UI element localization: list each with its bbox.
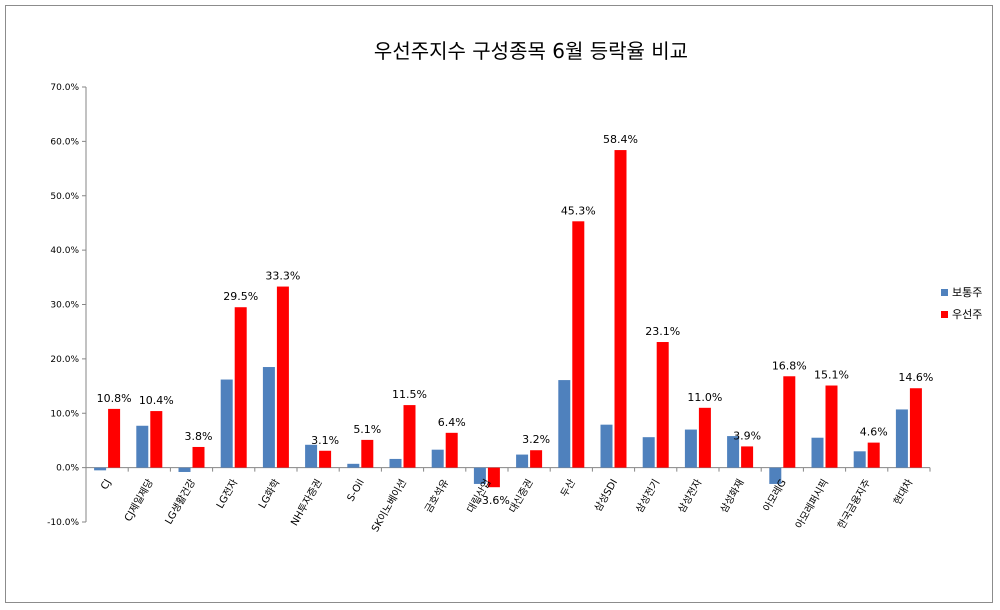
data-label: -3.6% xyxy=(478,494,510,507)
x-tick-label: 한국금융지주 xyxy=(835,477,873,531)
chart-bars xyxy=(94,150,922,488)
bar-common xyxy=(769,467,782,484)
data-label: 3.2% xyxy=(522,433,550,446)
data-labels: 10.8% 10.4% 3.8% 29.5% 33.3% 3.1% 5.1% 11.5% 6.4… xyxy=(97,133,934,507)
x-tick-label: 삼성전기 xyxy=(633,477,662,515)
legend-label: 우선주 xyxy=(952,308,982,321)
data-label: 45.3% xyxy=(561,204,596,217)
data-label: 10.8% xyxy=(97,392,132,405)
bar-common xyxy=(811,437,824,468)
bar-common xyxy=(600,424,613,468)
bar-preferred xyxy=(234,307,247,468)
x-tick-label: CJ제일제당 xyxy=(122,477,156,523)
y-tick-labels: -10.0% 0.0% 10.0% 20.0% 30.0% 40.0% 50.0% 60.0%… xyxy=(47,83,79,528)
data-label: 14.6% xyxy=(898,371,933,384)
data-label: 29.5% xyxy=(223,290,258,303)
bar-preferred xyxy=(741,446,754,468)
data-label: 58.4% xyxy=(603,133,638,146)
x-tick-label: 삼성화재 xyxy=(718,477,747,515)
bar-preferred xyxy=(783,376,796,468)
bar-common xyxy=(853,451,866,468)
y-tick-label: 50.0% xyxy=(50,192,79,202)
bar-preferred xyxy=(150,411,163,468)
data-label: 3.8% xyxy=(185,430,213,443)
bar-common xyxy=(431,449,444,468)
bar-common xyxy=(389,458,402,468)
bar-preferred xyxy=(445,432,458,468)
bar-preferred xyxy=(530,450,543,468)
legend-swatch xyxy=(941,311,948,318)
x-tick-label: CJ xyxy=(99,478,113,492)
chart-title: 우선주지수 구성종목 6월 등락율 비교 xyxy=(374,39,688,63)
bar-preferred xyxy=(572,221,585,468)
legend-swatch xyxy=(941,289,948,296)
data-label: 33.3% xyxy=(265,270,300,283)
data-label: 5.1% xyxy=(353,423,381,436)
x-tick-label: S-Oil xyxy=(346,478,367,504)
data-label: 4.6% xyxy=(860,426,888,439)
x-tick-label: 대신증권 xyxy=(507,477,536,515)
bar-preferred xyxy=(192,446,205,468)
bar-common xyxy=(305,444,318,468)
bar-common xyxy=(684,429,697,468)
bar-common xyxy=(178,467,191,472)
bar-preferred xyxy=(698,407,711,468)
x-tick-label: LG화학 xyxy=(256,477,282,510)
bar-preferred xyxy=(276,286,289,468)
bar-common xyxy=(347,463,360,468)
y-tick-label: 0.0% xyxy=(56,464,79,474)
x-tick-label: SK이노베이션 xyxy=(369,477,409,534)
bar-preferred xyxy=(909,388,922,468)
bar-preferred xyxy=(656,342,669,468)
bar-common xyxy=(727,436,740,468)
data-label: 3.1% xyxy=(311,434,339,447)
chart-frame: 우선주지수 구성종목 6월 등락율 비교 10.8% 10.4% 3.8% 29.5%… xyxy=(5,5,993,603)
data-label: 15.1% xyxy=(814,369,849,382)
bar-common xyxy=(94,467,107,471)
data-label: 10.4% xyxy=(139,394,174,407)
y-tick-label: 60.0% xyxy=(50,137,79,147)
x-tick-label: LG생활건강 xyxy=(162,477,198,527)
y-tick-label: 70.0% xyxy=(50,83,79,93)
y-tick-label: 40.0% xyxy=(50,246,79,256)
chart-axes xyxy=(82,86,931,523)
bar-common xyxy=(136,425,149,468)
legend-label: 보통주 xyxy=(952,286,982,299)
bar-preferred xyxy=(487,467,500,488)
bar-preferred xyxy=(361,439,374,468)
bar-common xyxy=(262,367,275,468)
data-label: 3.9% xyxy=(733,429,761,442)
bar-preferred xyxy=(825,385,838,468)
x-tick-label: NH투자증권 xyxy=(288,477,324,528)
x-tick-label: LG전자 xyxy=(214,477,240,510)
data-label: 16.8% xyxy=(772,359,807,372)
x-tick-label: 삼성전자 xyxy=(676,477,705,515)
data-label: 23.1% xyxy=(645,325,680,338)
y-tick-label: 30.0% xyxy=(50,301,79,311)
bar-preferred xyxy=(403,405,416,468)
bar-common xyxy=(516,454,529,468)
y-tick-label: -10.0% xyxy=(47,518,79,528)
bar-common xyxy=(473,467,486,484)
x-tick-label: 삼성SDI xyxy=(592,477,620,514)
bar-preferred xyxy=(867,442,880,468)
bar-common xyxy=(220,379,233,468)
chart-canvas: 우선주지수 구성종목 6월 등락율 비교 10.8% 10.4% 3.8% 29.5%… xyxy=(47,39,982,534)
bar-common xyxy=(558,380,571,468)
x-tick-label: 현대차 xyxy=(891,477,915,507)
bar-preferred xyxy=(319,450,332,468)
y-tick-label: 10.0% xyxy=(50,409,79,419)
x-tick-label: 두산 xyxy=(558,477,578,499)
data-label: 6.4% xyxy=(438,416,466,429)
bar-preferred xyxy=(614,150,627,468)
x-tick-label: 금호석유 xyxy=(422,477,451,515)
data-label: 11.5% xyxy=(392,388,427,401)
data-label: 11.0% xyxy=(687,391,722,404)
bar-common xyxy=(642,437,655,468)
x-tick-label: 아모레퍼시픽 xyxy=(793,477,831,531)
bar-common xyxy=(895,409,908,468)
y-tick-label: 20.0% xyxy=(50,355,79,365)
bar-preferred xyxy=(108,408,121,468)
